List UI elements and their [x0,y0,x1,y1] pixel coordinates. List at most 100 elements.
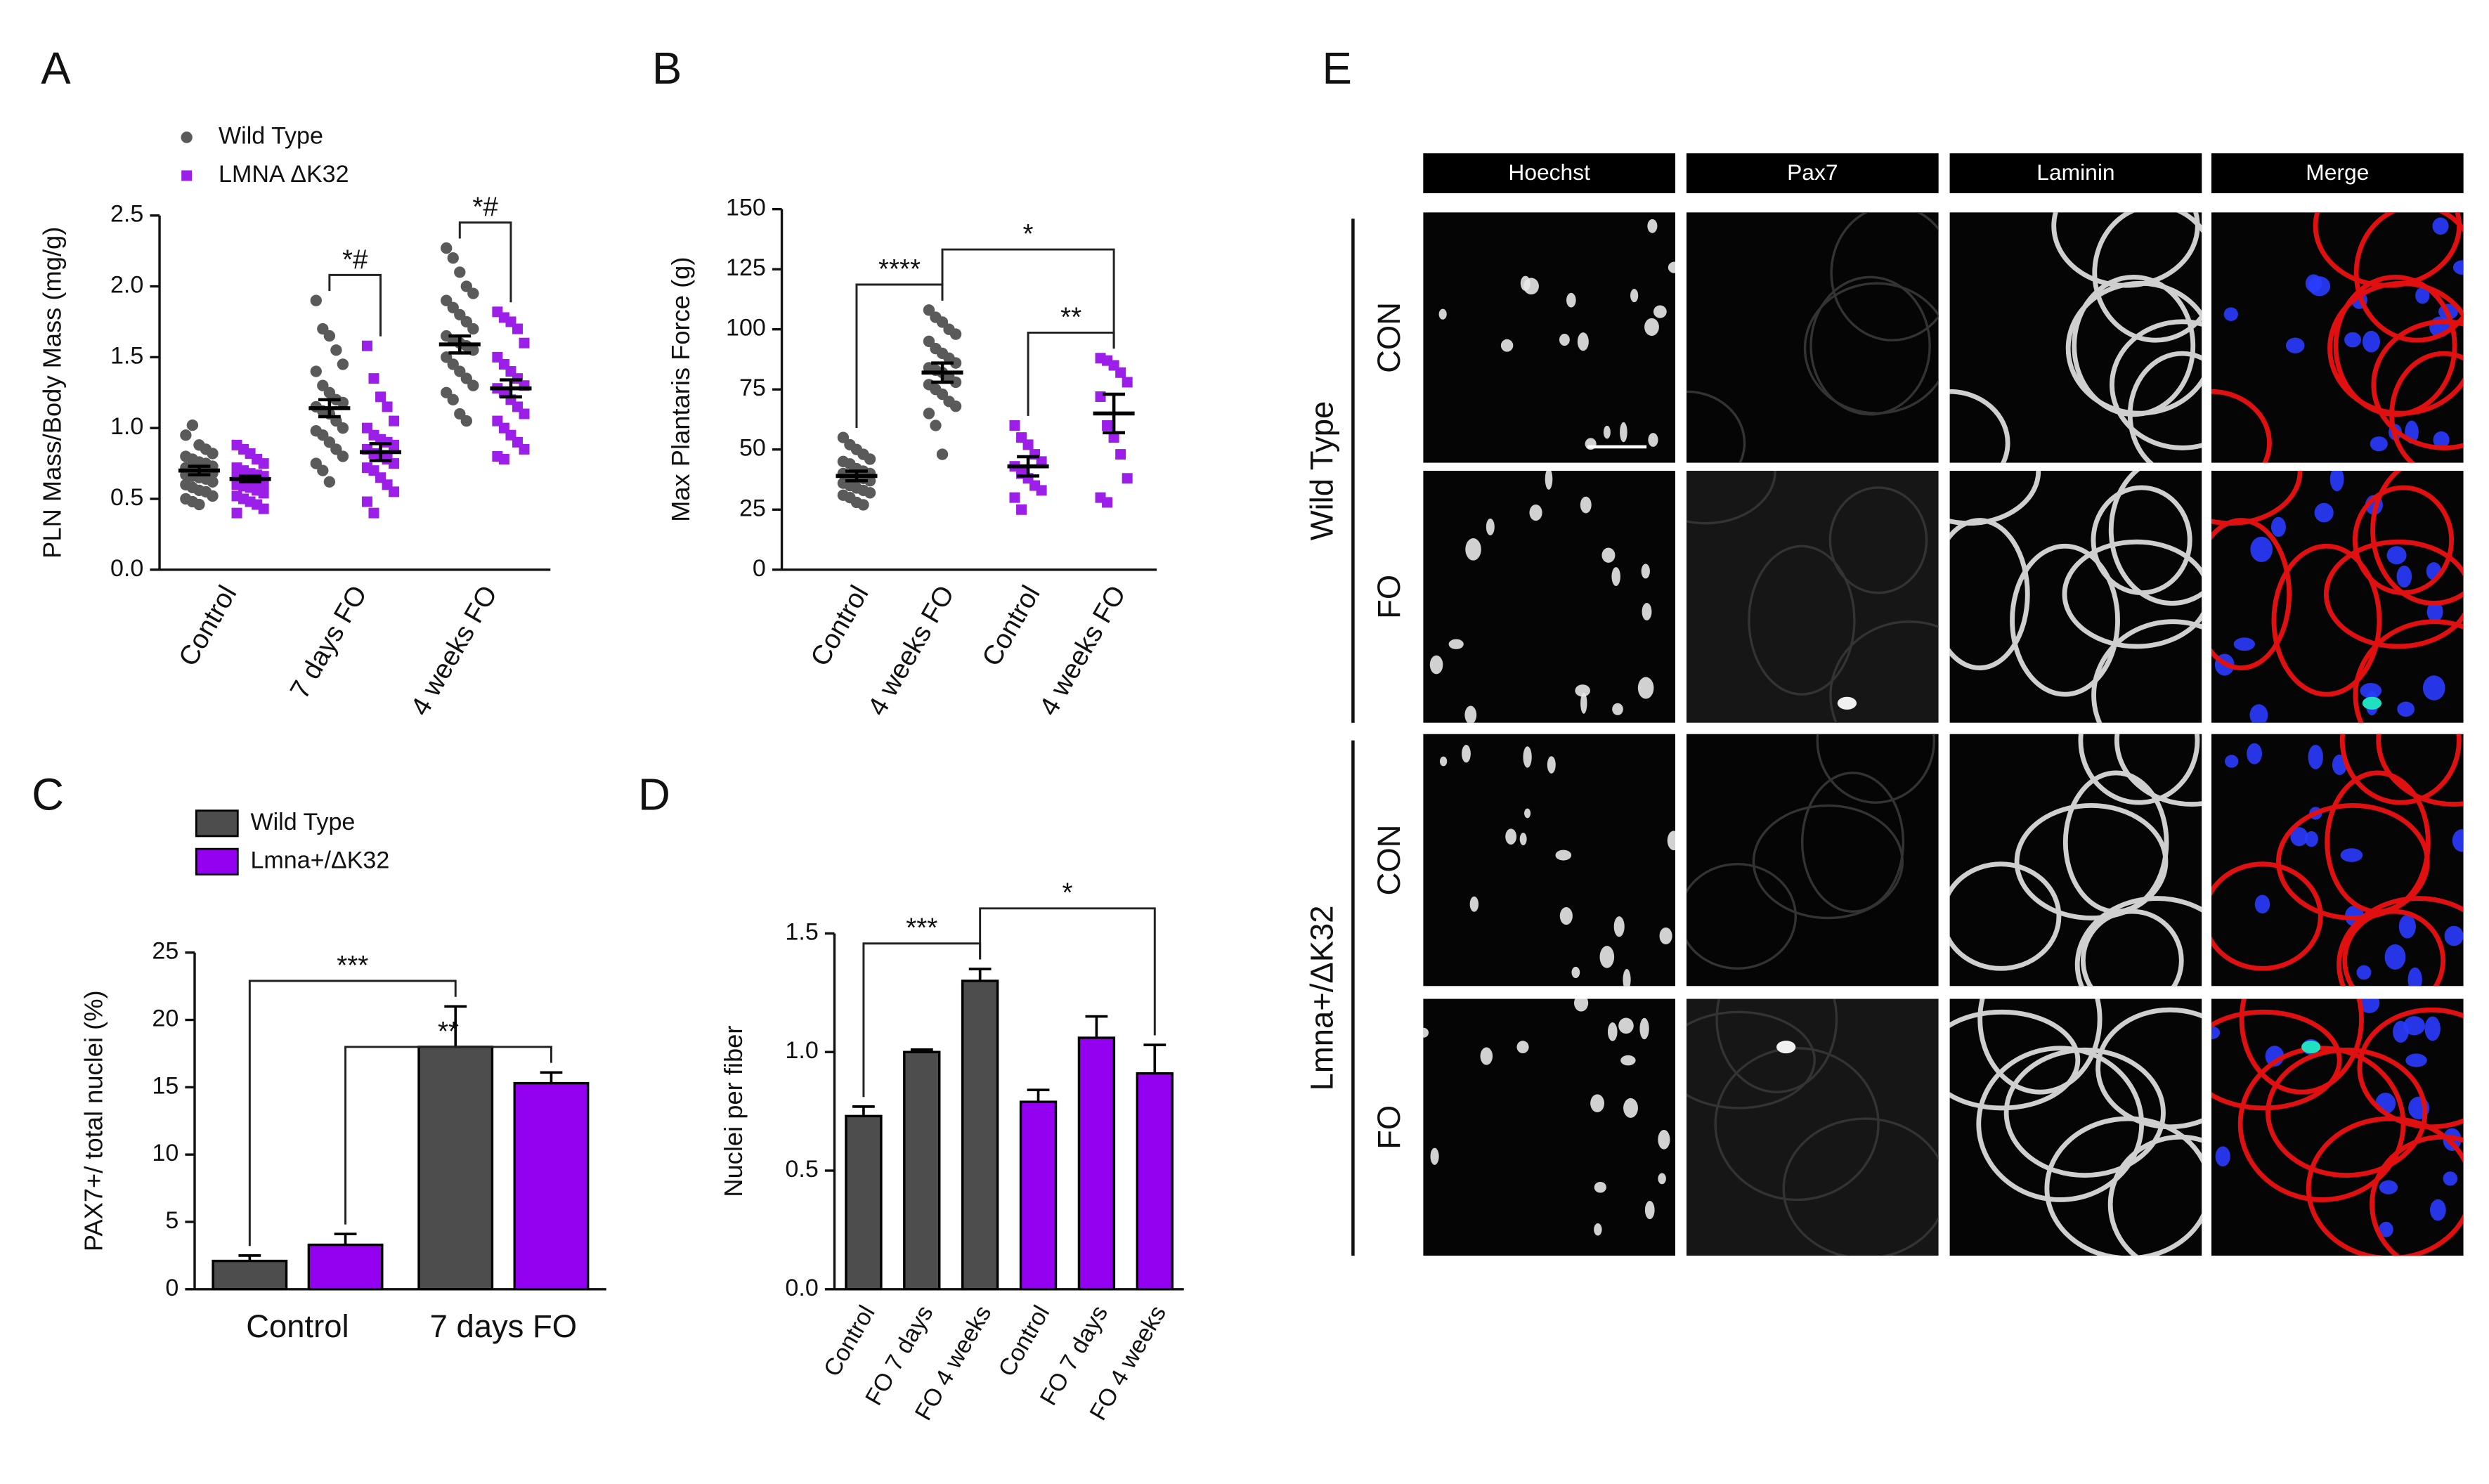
nucleus [1464,705,1477,723]
micrograph [1949,471,2202,723]
data-point [923,408,935,419]
nucleus [2362,330,2381,353]
micrograph [1423,471,1676,723]
nucleus [2329,471,2344,492]
nucleus [1430,1147,1439,1165]
nucleus [1439,756,1448,767]
sem-bar [369,442,392,462]
nucleus [1644,1201,1655,1220]
y-tick-label: 1.5 [110,342,143,369]
micrograph [1949,734,2202,987]
faint-outline [1686,390,1746,463]
fiber-outline [2353,619,2464,723]
y-axis-label: Max Plantaris Force (g) [666,257,695,522]
y-tick-label: 0.0 [110,555,143,582]
significance-label: * [1062,878,1072,909]
y-tick-label: 150 [726,195,766,221]
fiber-outline [2010,543,2120,697]
data-point [337,422,349,434]
row-label: FO [1371,575,1407,619]
y-tick-label: 2.5 [110,201,143,228]
data-point [837,431,850,443]
legend-label: Lmna+/ΔK32 [250,847,389,873]
faint-outline [1714,1047,1880,1202]
y-tick-label: 1.0 [110,413,143,440]
group-label: Wild Type [1304,401,1340,541]
legend-marker [181,131,193,143]
nucleus [1462,744,1471,763]
data-point [1016,504,1027,515]
nucleus [1448,639,1464,649]
micrograph [1686,212,1939,463]
nucleus [1519,833,1527,845]
nucleus [1594,1223,1602,1236]
significance-bracket [941,248,1115,349]
nucleus [1623,1098,1638,1118]
data-point [1102,420,1113,431]
nucleus [1659,927,1672,944]
fiber-outline [2357,1007,2464,1130]
nucleus [1516,1041,1529,1054]
data-point [949,357,962,369]
legend-swatch [195,809,239,838]
panel-label: D [638,769,670,819]
data-point [1108,432,1119,443]
nucleus [1505,828,1517,845]
nucleus [2405,1053,2427,1067]
error-bar [540,1071,563,1083]
sem-bar [448,334,472,355]
nucleus [2304,831,2318,847]
fiber-outline [2376,734,2464,807]
nucleus [2379,1180,2398,1195]
nucleus [1642,603,1652,620]
data-point [512,323,523,334]
micrograph-background [1423,471,1676,723]
bar [1077,1036,1116,1291]
nucleus [1637,677,1654,699]
nucleus [1653,305,1667,318]
nucleus [1529,505,1542,521]
bar [513,1081,590,1291]
nucleus [1469,896,1479,912]
faint-outline [1686,1010,1816,1109]
fiber-outline [2211,518,2292,670]
error-bar [852,1105,875,1117]
panel-label: E [1322,44,1351,93]
bar [212,1259,288,1291]
bar [307,1243,384,1291]
nucleus [1486,518,1495,535]
fiber-outline [2342,909,2446,987]
fiber-outline [2323,539,2464,649]
nucleus [1574,998,1589,1012]
nucleus [2386,546,2407,565]
fiber-outline [2266,1047,2428,1178]
nucleus [2398,914,2416,939]
micrograph-background [1686,471,1939,723]
fiber-outline [2127,351,2202,463]
nucleus [1559,333,1570,346]
nucleus [1545,471,1553,490]
row-label: CON [1371,302,1407,373]
nucleus [2356,965,2372,980]
data-point [467,323,479,335]
data-point [519,337,530,349]
nucleus [1648,433,1658,447]
significance-bracket [458,221,512,303]
pax7-cell [2301,1041,2321,1054]
nucleus [2360,683,2382,698]
error-bar [1085,1015,1108,1038]
significance-label: ** [1060,302,1081,332]
fiber-outline [2114,734,2202,807]
data-point [923,335,935,347]
data-point [936,316,949,328]
x-tick-label: 4 weeks FO [405,580,503,721]
data-point [337,358,349,370]
y-tick-label: 15 [152,1072,178,1099]
column-header [1686,153,1939,193]
y-tick-label: 1.0 [785,1037,818,1064]
nucleus [1423,1027,1429,1038]
y-tick-label: 0.5 [110,484,143,511]
fiber-outline [1949,1009,2081,1111]
nucleus [2432,217,2449,235]
